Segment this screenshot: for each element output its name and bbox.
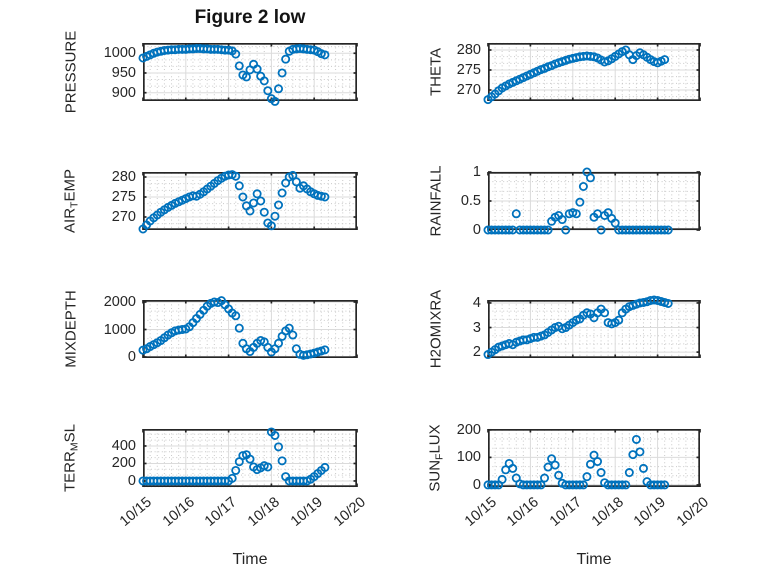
scatter-points [483,45,670,105]
x-axis-title-right: Time [576,551,612,568]
y-tick-label: 200 [456,421,481,438]
y-tick-label: 400 [111,437,136,454]
subscript: M [68,442,81,452]
y-tick-label: 200 [111,455,136,472]
air-temp-plot-area [138,170,358,234]
x-axis-title-left: Time [232,551,268,568]
y-tick-label: 950 [111,64,136,81]
subplot-air-temp: AIRTEMP 270 275 280 [61,169,358,234]
scatter-points [138,427,330,486]
figure-title: Figure 2 low [194,7,306,28]
h2omixra-plot-area [483,295,701,360]
subscript: F [433,453,446,460]
theta-plot-area [483,42,701,105]
y-tick-label: 280 [111,169,136,185]
x-tick-label: 10/18 [244,494,284,530]
y-tick-label: 3 [472,319,481,336]
y-tick-label: 0 [127,349,136,365]
scatter-points [138,296,330,360]
y-tick-label: 0 [472,222,481,238]
x-tick-label: 10/20 [673,494,712,530]
y-tick-label: 1000 [103,45,136,62]
terr-msl-y-axis-label: TERRMSL [61,424,81,492]
grid-minor [488,429,700,487]
sun-flux-plot-area [483,428,701,490]
scatter-points [483,295,673,360]
x-tick-label: 10/15 [461,494,500,530]
x-tick-label: 10/17 [546,494,585,530]
grid-major [488,43,700,101]
x-tick-label: 10/16 [503,494,543,530]
scatter-points [483,167,673,235]
scatter-points [483,434,670,490]
y-tick-label: 4 [472,294,481,311]
subplot-mixdepth: MIXDEPTH 0 1000 2000 [63,290,358,368]
y-tick-label: 270 [111,209,136,225]
y-tick-label: 280 [456,42,481,58]
grid-minor [488,300,700,358]
subscript: T [68,201,81,208]
x-tick-label: 10/18 [588,494,627,530]
axes-box [142,172,358,230]
x-tick-label: 10/17 [202,494,241,530]
subplot-terr-msl: TERRMSL 0 200 400 [61,424,358,492]
rainfall-plot-area [483,167,701,235]
grid-minor [488,42,700,101]
y-tick-label: 100 [456,449,481,466]
grid-minor [143,43,357,101]
scatter-points [138,170,330,234]
y-tick-label: 0 [127,472,136,489]
y-tick-label: 0 [472,476,481,493]
axes-box [142,429,358,487]
x-tick-label: 10/20 [330,494,369,530]
axes-box [487,43,701,101]
y-tick-label: 1 [472,164,481,180]
grid-major [488,300,700,358]
x-tick-label: 10/19 [631,494,670,530]
sun-flux-y-axis-label: SUNFLUX [426,424,446,492]
y-tick-label: 2 [472,344,481,361]
subplot-pressure: PRESSURE 900 950 1000 [63,31,358,113]
y-tick-label: 275 [111,189,136,205]
y-tick-label: 2000 [103,294,136,311]
axes-box [142,43,358,101]
x-tick-label: 10/15 [116,494,155,530]
y-tick-label: 275 [456,62,481,78]
x-tick-label: 10/16 [159,494,198,530]
x-tick-label: 10/19 [287,494,326,530]
y-tick-label: 0.5 [460,193,481,209]
y-tick-label: 1000 [103,321,136,338]
subplot-sun-flux: SUNFLUX 0 100 200 [426,423,701,492]
y-tick-label: 270 [456,82,481,98]
subplot-rainfall: RAINFALL 0 0.5 1 [428,165,701,237]
y-tick-label: 900 [111,84,136,101]
mixdepth-plot-area [138,296,358,360]
terr-msl-plot-area [138,427,358,488]
scatter-points [138,44,330,106]
pressure-plot-area [138,43,358,106]
subplot-theta: THETA 270 275 280 [428,42,701,105]
axes-box [142,300,358,358]
